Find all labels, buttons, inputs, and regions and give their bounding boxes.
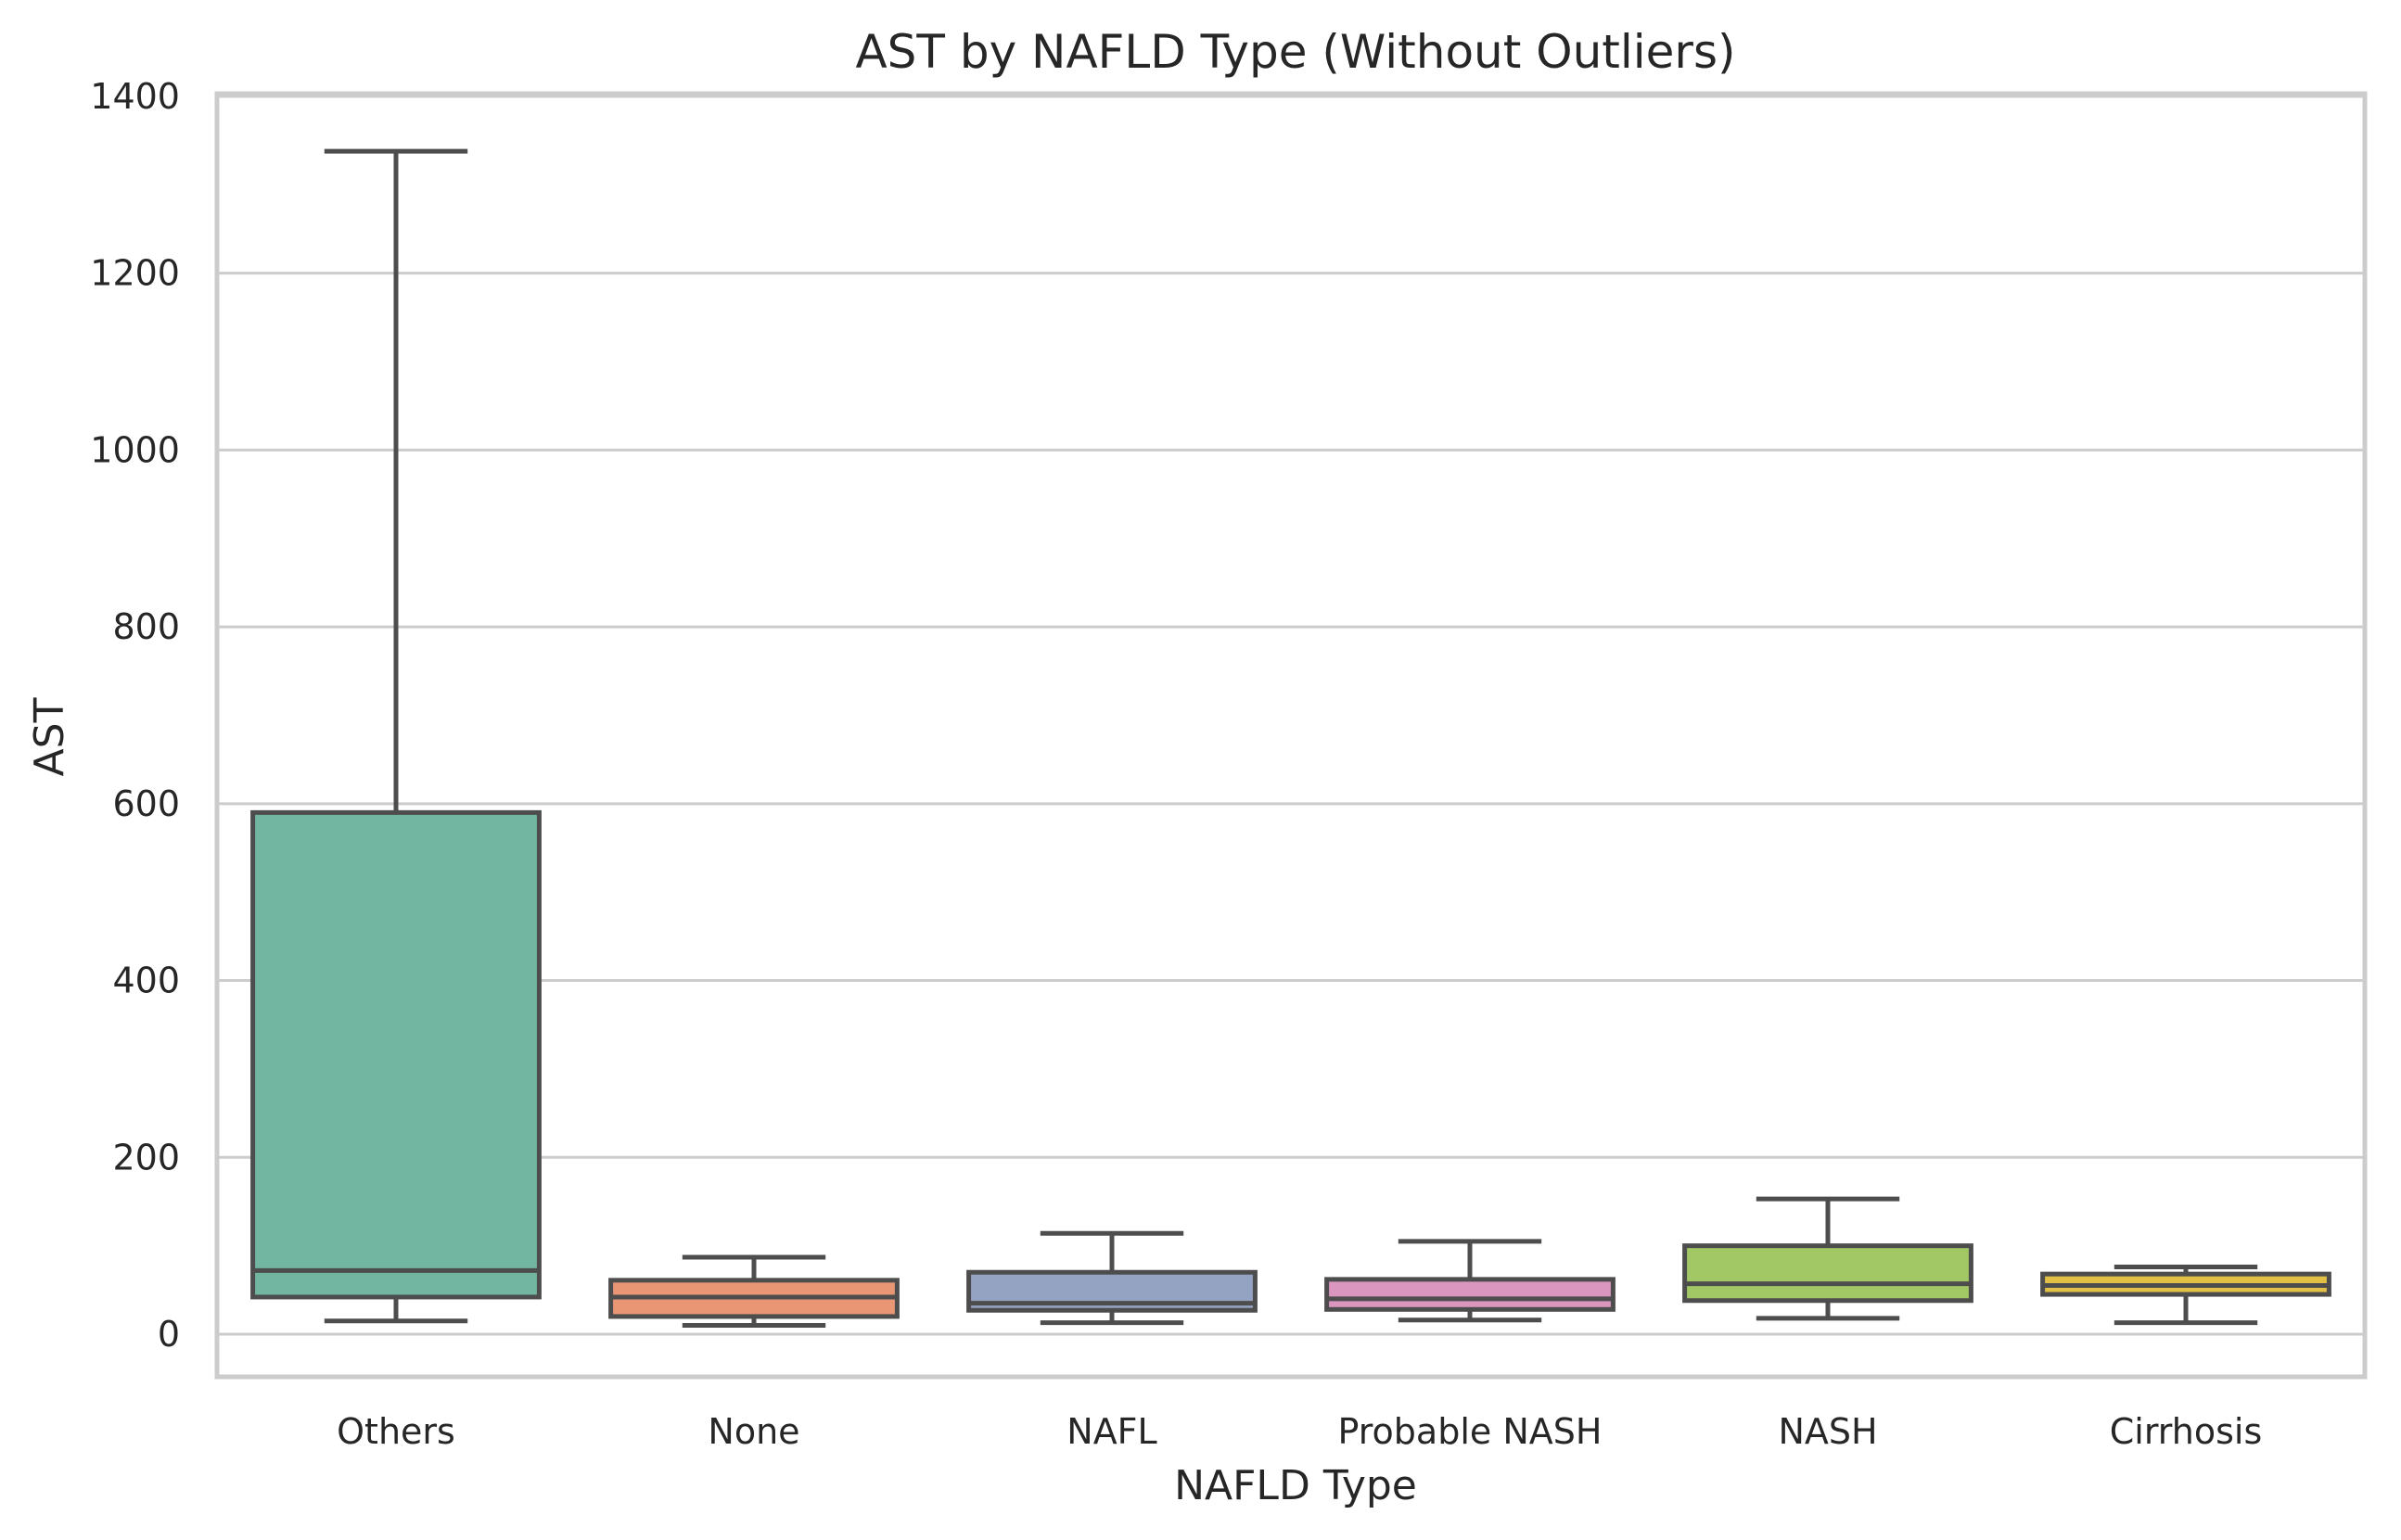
x-tick-label: Cirrhosis xyxy=(2110,1411,2263,1452)
y-tick-label: 1200 xyxy=(90,253,180,294)
plot-frame xyxy=(214,91,2368,1380)
y-tick-label: 1000 xyxy=(90,429,180,470)
y-tick-labels: 0 200 400 600 800 1000 1200 1400 xyxy=(90,76,180,1355)
iqr-box xyxy=(1682,1243,1973,1304)
box-group xyxy=(250,148,542,1324)
x-tick-label: Probable NASH xyxy=(1338,1411,1603,1452)
y-tick-label: 1400 xyxy=(90,76,180,117)
box-group xyxy=(608,1254,900,1328)
x-tick-label: NASH xyxy=(1778,1411,1877,1452)
iqr-box xyxy=(1324,1277,1616,1312)
x-tick-label: NAFL xyxy=(1066,1411,1156,1452)
x-tick-label: Others xyxy=(337,1411,455,1452)
boxes xyxy=(250,148,2331,1328)
box-group xyxy=(2040,1265,2331,1326)
gridlines xyxy=(217,95,2365,1336)
box-group xyxy=(1324,1239,1616,1323)
box-group xyxy=(966,1230,1258,1326)
y-tick-label: 800 xyxy=(112,606,180,647)
x-axis-title: NAFLD Type xyxy=(1174,1462,1417,1509)
box-group xyxy=(1682,1196,1973,1321)
y-tick-label: 200 xyxy=(112,1137,180,1177)
iqr-box xyxy=(250,809,542,1300)
y-tick-label: 600 xyxy=(112,783,180,824)
x-tick-label: None xyxy=(708,1411,799,1452)
chart-title: AST by NAFLD Type (Without Outliers) xyxy=(855,25,1735,79)
y-tick-label: 400 xyxy=(112,961,180,1001)
y-tick-label: 0 xyxy=(158,1314,180,1355)
x-tick-labels: Others None NAFL Probable NASH NASH Cirrhosis xyxy=(337,1411,2262,1452)
y-axis-title: AST xyxy=(26,697,73,776)
